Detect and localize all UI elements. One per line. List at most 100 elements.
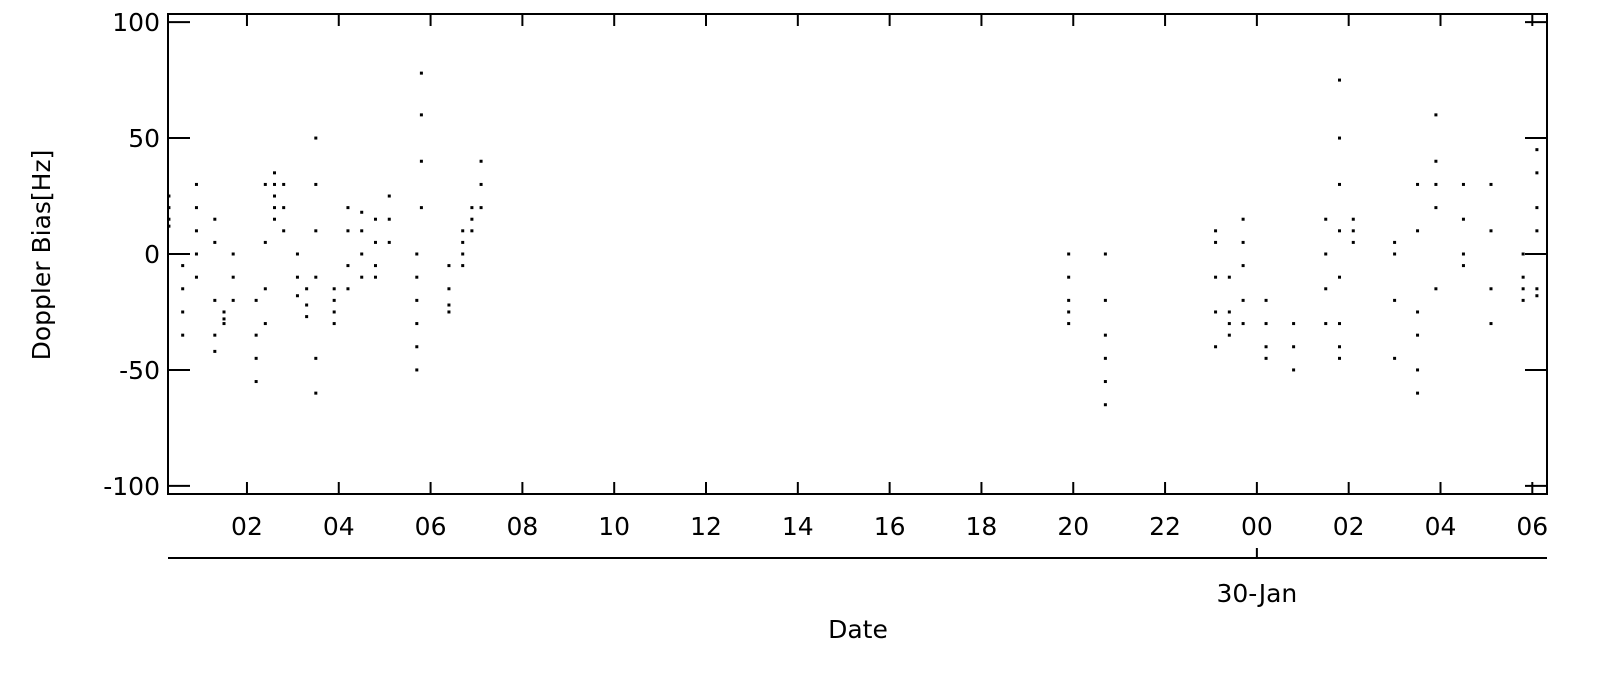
point [1489,229,1493,233]
point [461,264,465,268]
point [213,240,217,244]
x-tick-label: 06 [1516,512,1548,541]
point [479,159,483,163]
point [263,287,267,291]
x-tick-label: 04 [323,512,355,541]
point [1416,391,1420,395]
point [167,224,171,228]
point [419,71,423,75]
point [1351,229,1355,233]
point [447,264,451,268]
point [213,333,217,337]
point [1535,229,1539,233]
point [254,380,258,384]
point [295,294,299,298]
point [1461,182,1465,186]
point [194,182,198,186]
point [1393,240,1397,244]
point [415,322,419,326]
point [387,240,391,244]
x-tick-label: 12 [690,512,722,541]
point [1461,264,1465,268]
point [1338,136,1342,140]
point [1324,322,1328,326]
point [1067,310,1071,314]
point [314,182,318,186]
point [1103,252,1107,256]
point [1214,310,1218,314]
point [461,229,465,233]
point [346,264,350,268]
point [1489,322,1493,326]
point [314,391,318,395]
point [1535,206,1539,210]
point [1338,182,1342,186]
point [1292,345,1296,349]
x-tick-label: 02 [231,512,263,541]
point [470,217,474,221]
point [263,182,267,186]
x-tick-label: 04 [1425,512,1457,541]
x-tick-label: 08 [506,512,538,541]
point [1416,368,1420,372]
point [415,275,419,279]
point [479,206,483,210]
point [373,264,377,268]
point [181,310,185,314]
point [194,229,198,233]
point [1461,252,1465,256]
point [1393,356,1397,360]
point [273,206,277,210]
x-tick-label: 02 [1333,512,1365,541]
point [231,298,235,302]
point [419,159,423,163]
point [1264,298,1268,302]
point [373,275,377,279]
point [1103,298,1107,302]
point [1535,148,1539,152]
point [447,287,451,291]
point [167,217,171,221]
point [1338,229,1342,233]
point [254,298,258,302]
point [1241,322,1245,326]
point [1214,275,1218,279]
point [1521,275,1525,279]
point [282,229,286,233]
point [479,182,483,186]
point [305,287,309,291]
point [1351,240,1355,244]
point [1067,275,1071,279]
point [1489,287,1493,291]
point [360,210,364,214]
point [461,252,465,256]
point [1393,252,1397,256]
x-tick-label: 22 [1149,512,1181,541]
point [1067,298,1071,302]
plot-frame [167,13,1548,495]
point [305,303,309,307]
point [1227,322,1231,326]
point [1338,356,1342,360]
point [282,182,286,186]
point [415,252,419,256]
point [273,217,277,221]
y-tick-label: -50 [119,356,160,385]
point [373,217,377,221]
x-axis-label: Date [828,615,888,644]
point [1214,240,1218,244]
point [387,194,391,198]
point [222,317,226,321]
point [387,217,391,221]
point [1416,310,1420,314]
point [332,322,336,326]
point [1241,217,1245,221]
point [1241,298,1245,302]
point [231,252,235,256]
point [470,206,474,210]
point [1535,287,1539,291]
x-tick-label: 20 [1057,512,1089,541]
x-tick-label: 18 [966,512,998,541]
point [282,206,286,210]
point [415,368,419,372]
